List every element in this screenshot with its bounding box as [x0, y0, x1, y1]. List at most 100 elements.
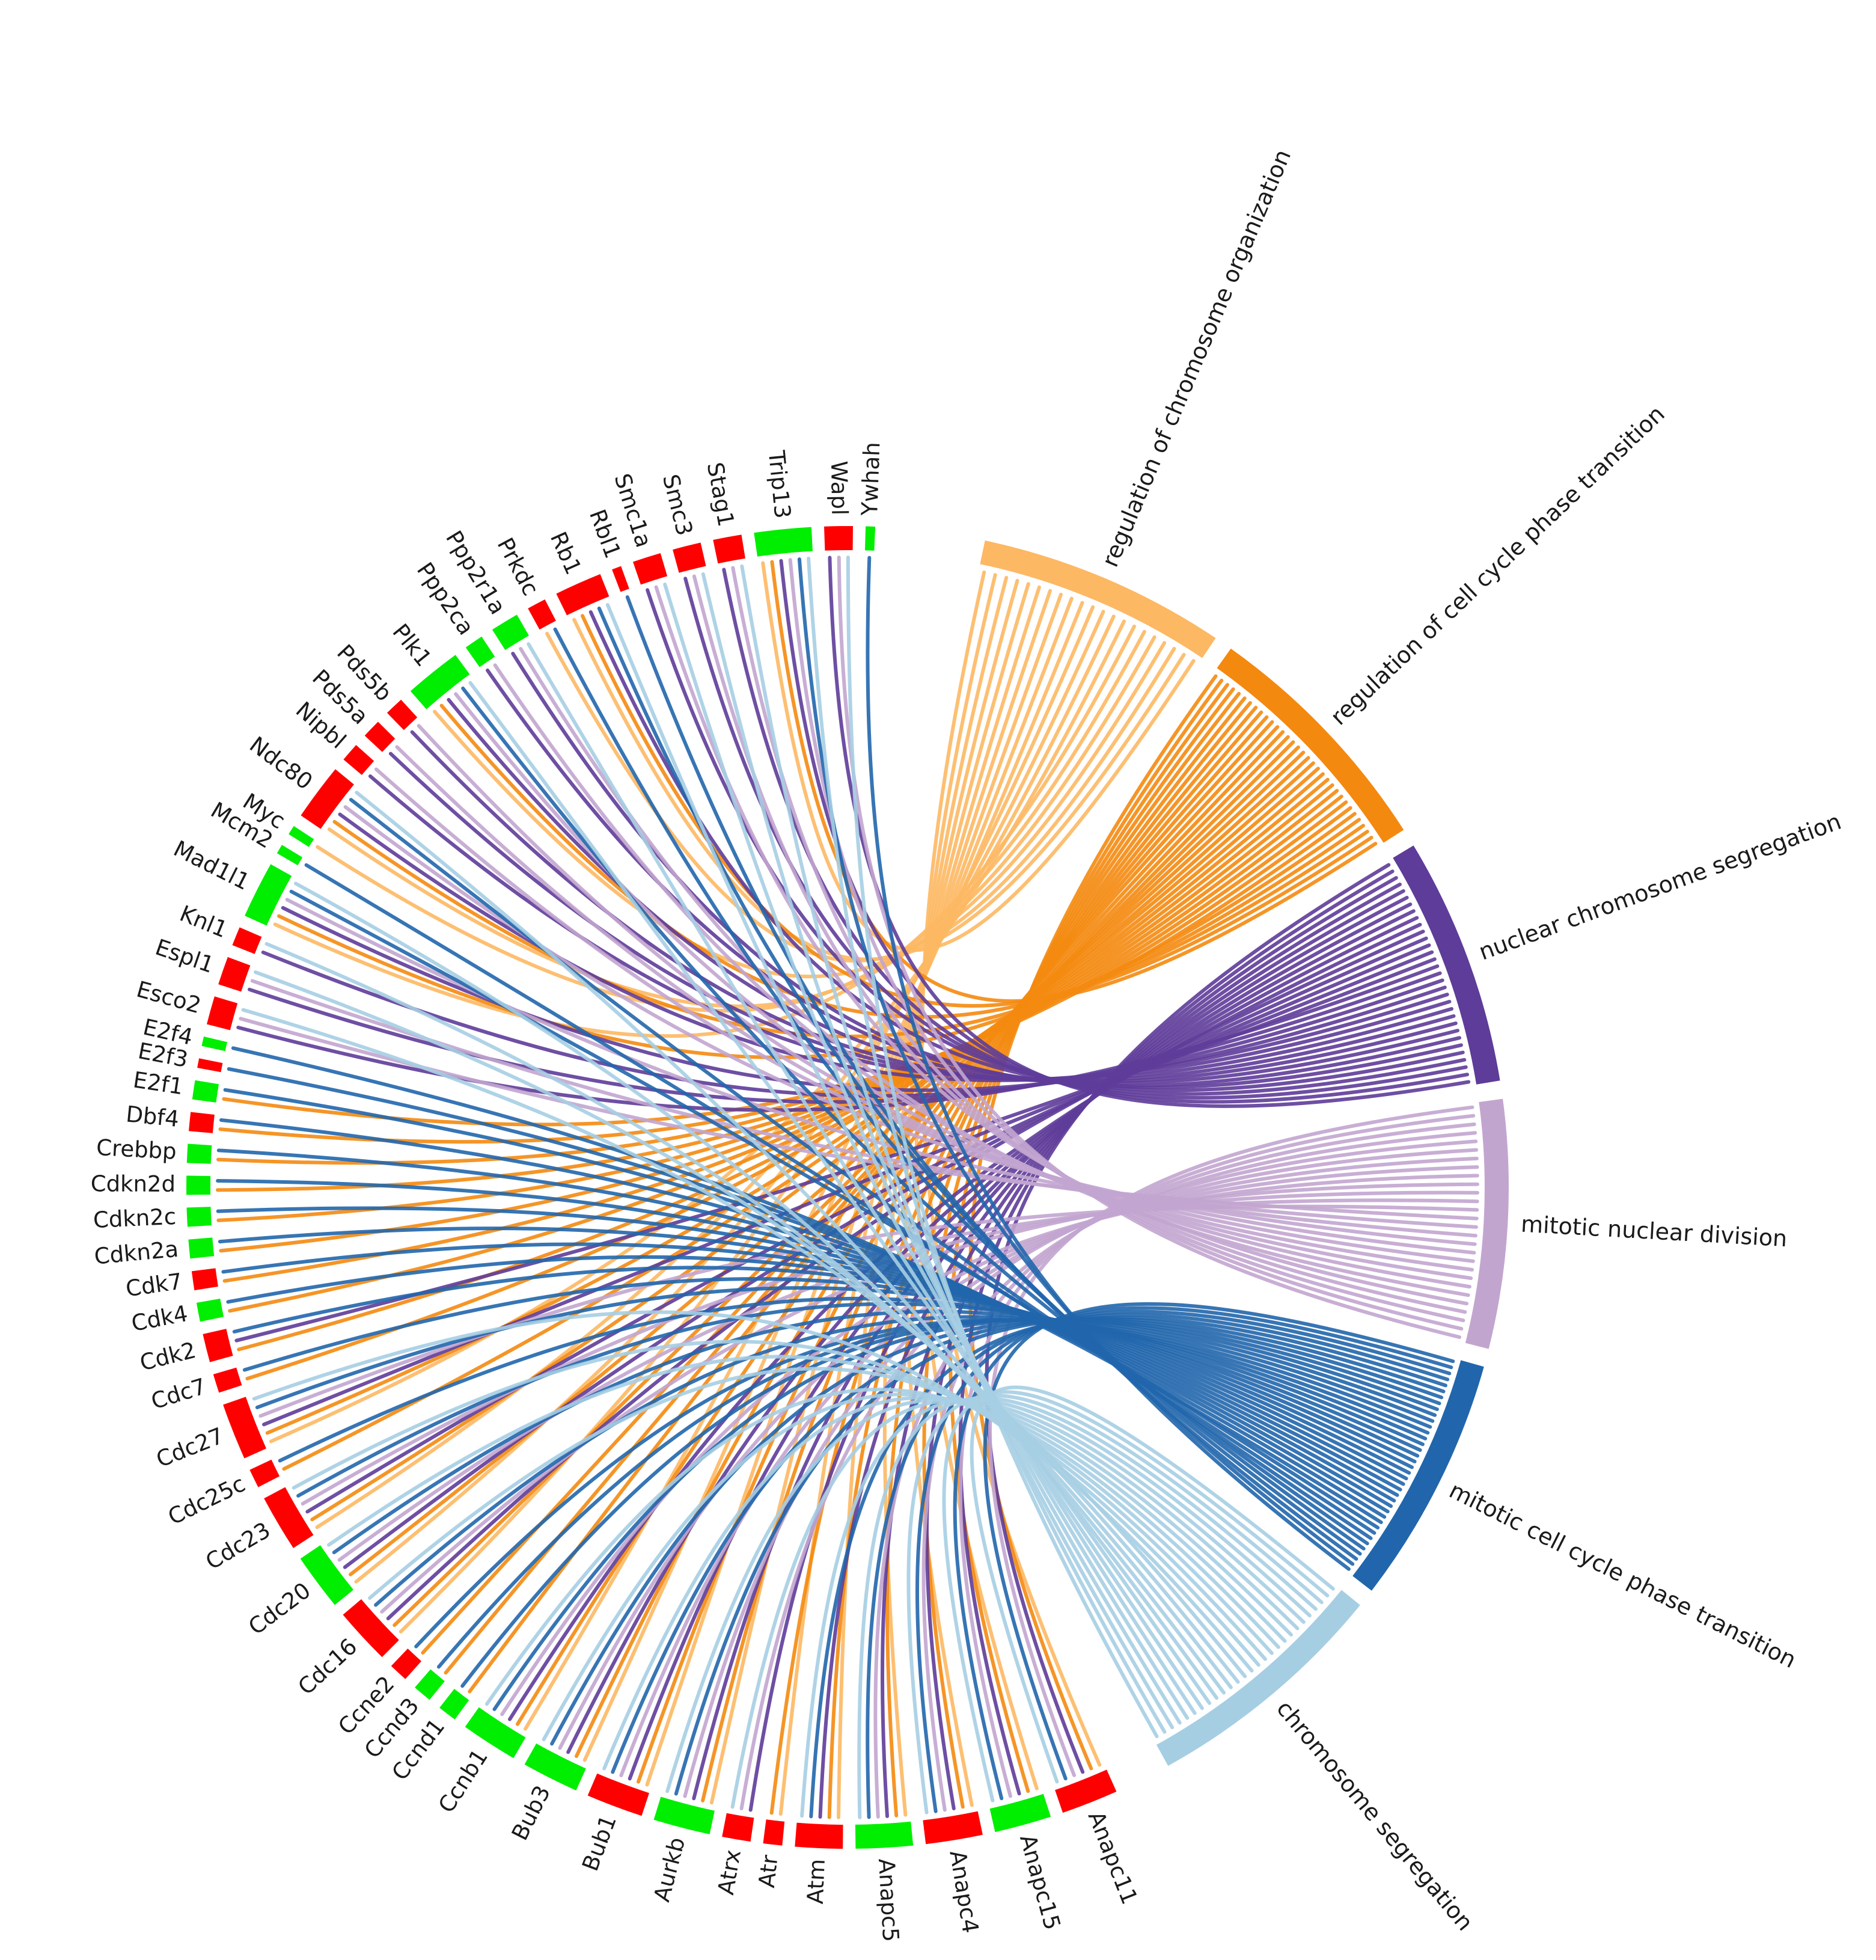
ribbon-espl1-to-chromosome-segregation	[254, 970, 1240, 1684]
ribbon-knl1-to-chromosome-segregation	[264, 942, 1233, 1689]
ribbon-smc3-to-chromosome-segregation	[701, 572, 1182, 1725]
gene-label-atr: Atr	[754, 1853, 783, 1889]
ribbon-pds5a-to-nuclear-chromosome-segregation	[388, 752, 1453, 1082]
gene-arc-smc1a	[633, 553, 668, 585]
ribbon-cdk4-to-mitotic-cell-cycle-phase-transition	[226, 1255, 1411, 1475]
gene-label-atrx: Atrx	[713, 1848, 746, 1896]
gene-arc-cdkn2d	[186, 1175, 211, 1195]
ribbon-ccnb1-to-chromosome-segregation	[485, 1387, 1280, 1706]
gene-arc-rbl1	[612, 566, 629, 592]
gene-label-cdk4: Cdk4	[129, 1300, 190, 1337]
ribbon-cdc27-to-chromosome-segregation	[252, 1310, 1254, 1673]
gene-arc-myc	[289, 825, 314, 847]
gene-arc-esco2	[207, 996, 238, 1031]
ribbon-plk1-to-regulation-of-cell-cycle-phase-transition	[439, 703, 1369, 1019]
ribbon-cdc16-to-mitotic-cell-cycle-phase-transition	[374, 1315, 1430, 1607]
ribbon-cdkn2c-to-regulation-of-cell-cycle-phase-transition	[216, 789, 1339, 1222]
term-arc-mitotic-cell-cycle-phase-transition	[1352, 1360, 1484, 1591]
gene-arc-atrx	[722, 1813, 754, 1842]
ribbon-bub3-to-chromosome-segregation	[542, 1392, 1287, 1742]
term-arc-mitotic-nuclear-division	[1465, 1098, 1509, 1349]
gene-arc-trip13	[754, 527, 813, 557]
ribbon-dbf4-to-regulation-of-cell-cycle-phase-transition	[218, 806, 1352, 1144]
gene-arc-cdkn2a	[188, 1237, 215, 1259]
ribbon-anapc11-to-mitotic-nuclear-division	[988, 1105, 1474, 1777]
gene-arc-ppp2ca	[465, 636, 495, 667]
term-label-regulation-of-cell-cycle-phase-transition: regulation of cell cycle phase transitio…	[1325, 400, 1670, 730]
ribbon-anapc5-to-nuclear-chromosome-segregation	[881, 883, 1402, 1818]
term-arcs-layer	[980, 541, 1509, 1766]
ribbon-mad1l1-to-chromosome-segregation	[294, 881, 1226, 1695]
ribbon-ccnd1-to-regulation-of-cell-cycle-phase-transition	[468, 720, 1274, 1694]
gene-arc-aurkb	[653, 1796, 715, 1834]
ribbon-rbl1-to-mitotic-cell-cycle-phase-transition	[625, 595, 1358, 1561]
ribbon-ppp2ca-to-mitotic-nuclear-division	[493, 663, 1471, 1289]
gene-label-cdkn2c: Cdkn2c	[93, 1204, 177, 1233]
gene-arc-pds5b	[387, 699, 418, 730]
gene-label-plk1: Plk1	[387, 619, 436, 671]
ribbon-trip13-to-mitotic-nuclear-division	[788, 558, 1464, 1331]
ribbon-cdc16-to-regulation-of-cell-cycle-phase-transition	[393, 735, 1290, 1628]
gene-label-cdc25c: Cdc25c	[164, 1471, 249, 1530]
gene-label-smc3: Smc3	[658, 472, 698, 539]
ribbon-ywhah-to-mitotic-cell-cycle-phase-transition	[866, 556, 1351, 1571]
term-arc-regulation-of-chromosome-organization	[980, 541, 1216, 658]
ribbon-anapc5-to-chromosome-segregation	[857, 1396, 1318, 1819]
term-label-chromosome-segregation: chromosome segregation	[1271, 1695, 1479, 1936]
ribbon-anapc4-to-mitotic-cell-cycle-phase-transition	[915, 1309, 1452, 1813]
ribbon-atm-to-nuclear-chromosome-segregation	[818, 889, 1405, 1819]
ribbon-ccnd3-to-regulation-of-cell-cycle-phase-transition	[444, 725, 1280, 1675]
ribbon-esco2-to-chromosome-segregation	[241, 1008, 1247, 1679]
ribbon-anapc11-to-regulation-of-cell-cycle-phase-transition	[968, 674, 1218, 1771]
gene-arc-smc3	[673, 542, 706, 573]
gene-arc-cdc20	[300, 1545, 353, 1605]
ribbon-cdc7-to-mitotic-cell-cycle-phase-transition	[242, 1277, 1417, 1463]
ribbon-atr-to-regulation-of-cell-cycle-phase-transition	[769, 696, 1247, 1815]
ribbon-aurkb-to-chromosome-segregation	[665, 1398, 1300, 1793]
ribbon-bub1-to-chromosome-segregation	[602, 1395, 1293, 1771]
gene-label-cdkn2d: Cdkn2d	[91, 1171, 176, 1196]
ribbon-esco2-to-mitotic-nuclear-division	[239, 1017, 1479, 1220]
ribbon-ppp2r1a-to-chromosome-segregation	[527, 642, 1204, 1710]
gene-arc-crebbp	[186, 1144, 212, 1164]
ribbon-e2f3-to-mitotic-cell-cycle-phase-transition	[227, 1067, 1387, 1519]
gene-label-cdc16: Cdc16	[293, 1634, 362, 1700]
gene-label-anapc11: Anapc11	[1083, 1808, 1143, 1908]
ribbon-ccnd3-to-mitotic-cell-cycle-phase-transition	[436, 1318, 1435, 1669]
gene-arc-e2f3	[197, 1058, 223, 1073]
ribbon-nipbl-to-nuclear-chromosome-segregation	[368, 774, 1452, 1081]
gene-arc-mcm2	[277, 845, 303, 866]
gene-arc-cdk7	[191, 1268, 218, 1291]
gene-arc-cdc7	[213, 1367, 242, 1393]
gene-arc-rb1	[556, 574, 610, 616]
ribbons-layer	[216, 556, 1479, 1819]
gene-arc-wapl	[824, 525, 853, 551]
gene-label-cdc23: Cdc23	[201, 1517, 275, 1575]
gene-label-aurkb: Aurkb	[649, 1834, 690, 1904]
ribbon-wapl-to-nuclear-chromosome-segregation	[828, 556, 1471, 1108]
term-label-mitotic-cell-cycle-phase-transition: mitotic cell cycle phase transition	[1445, 1477, 1800, 1673]
gene-label-crebbp: Crebbp	[96, 1135, 177, 1165]
gene-label-dbf4: Dbf4	[125, 1101, 180, 1132]
ribbon-rb1-to-mitotic-cell-cycle-phase-transition	[597, 606, 1362, 1556]
gene-arc-cdc27	[223, 1397, 266, 1459]
ribbon-cdc27-to-regulation-of-cell-cycle-phase-transition	[265, 756, 1310, 1435]
ribbon-e2f1-to-mitotic-cell-cycle-phase-transition	[223, 1088, 1390, 1514]
ribbon-plk1-to-nuclear-chromosome-segregation	[447, 697, 1458, 1084]
ribbon-ccne2-to-mitotic-cell-cycle-phase-transition	[414, 1318, 1432, 1649]
ribbon-trip13-to-mitotic-cell-cycle-phase-transition	[797, 557, 1355, 1566]
ribbon-anapc5-to-mitotic-cell-cycle-phase-transition	[866, 1312, 1450, 1819]
gene-label-cdk7: Cdk7	[124, 1269, 184, 1302]
ribbon-ccnb1-to-regulation-of-chromosome-organization	[524, 601, 1084, 1731]
ribbon-atm-to-chromosome-segregation	[800, 1398, 1312, 1818]
ribbon-wapl-to-chromosome-segregation	[846, 556, 1159, 1738]
gene-arc-dbf4	[189, 1112, 215, 1133]
ribbon-anapc11-to-mitotic-cell-cycle-phase-transition	[983, 1302, 1455, 1781]
ribbon-cdc16-to-nuclear-chromosome-segregation	[386, 929, 1425, 1620]
ribbon-ndc80-to-nuclear-chromosome-segregation	[338, 812, 1449, 1082]
ribbon-cdc25c-to-mitotic-cell-cycle-phase-transition	[278, 1296, 1422, 1463]
ribbon-cdc27-to-nuclear-chromosome-segregation	[262, 950, 1434, 1427]
gene-arc-nipbl	[343, 745, 374, 775]
ribbon-cdc16-to-chromosome-segregation	[368, 1367, 1274, 1655]
gene-arc-plk1	[410, 655, 470, 709]
